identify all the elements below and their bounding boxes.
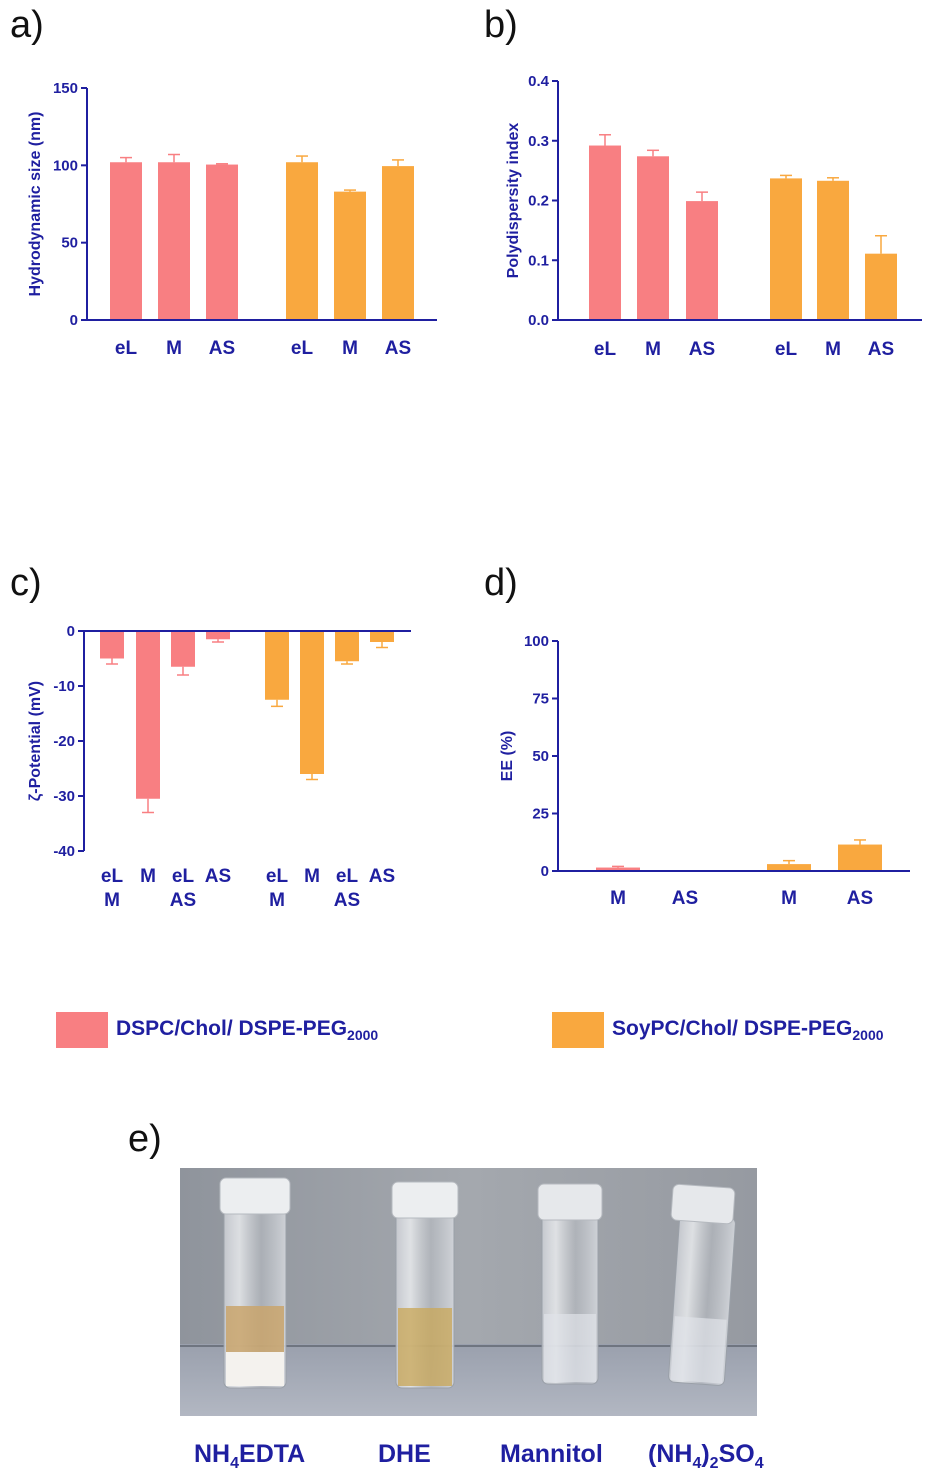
- category-label-d-3: AS: [847, 888, 873, 909]
- category-label-b-5: AS: [868, 339, 894, 360]
- category-label-a-4: M: [342, 338, 358, 359]
- bar-a-0: [110, 162, 142, 320]
- y-axis-title-c: ζ-Potential (mV): [27, 681, 44, 801]
- bar-c-6: [335, 631, 359, 662]
- bar-d-0: [596, 867, 640, 871]
- vials-photo-drawing: [180, 1168, 757, 1416]
- ytick-label-d-2: 50: [532, 748, 549, 765]
- category-label-d-1: AS: [672, 888, 698, 909]
- category-label-a-3: eL: [291, 338, 314, 359]
- panel-letter-e: e): [128, 1118, 162, 1160]
- bar-b-1: [637, 156, 669, 320]
- bar-c-1: [136, 631, 160, 799]
- y-axis-title-d: EE (%): [499, 731, 516, 782]
- category-label-c-0: eL: [101, 866, 124, 887]
- bar-c-4: [265, 631, 289, 700]
- legend-swatch-dspc: [56, 1012, 108, 1048]
- ytick-label-c-0: 0: [67, 623, 75, 640]
- bar-d-3: [838, 844, 882, 871]
- ytick-label-b-3: 0.3: [528, 133, 549, 150]
- bar-c-7: [370, 631, 394, 642]
- ytick-label-a-0: 0: [70, 312, 78, 329]
- y-axis-title-a: Hydrodynamic size (nm): [27, 112, 44, 297]
- ytick-label-b-2: 0.2: [528, 193, 549, 210]
- category-label-c-1: M: [140, 866, 156, 887]
- bar-b-5: [865, 253, 897, 320]
- bar-d-2: [767, 864, 811, 871]
- category-label-b-4: M: [825, 339, 841, 360]
- ytick-label-d-3: 75: [532, 691, 549, 708]
- ytick-label-a-3: 150: [53, 80, 78, 97]
- category-label-a-0: eL: [115, 338, 138, 359]
- vial-3: [537, 1183, 603, 1385]
- category-label-d-2: M: [781, 888, 797, 909]
- bar-c-2: [171, 631, 195, 667]
- vial-label-mannitol: Mannitol: [500, 1440, 603, 1468]
- bar-c-0: [100, 631, 124, 659]
- category-label-c-5: M: [304, 866, 320, 887]
- ytick-label-a-2: 100: [53, 157, 78, 174]
- ytick-label-d-0: 0: [541, 863, 549, 880]
- category-label-c-2-1: AS: [170, 890, 196, 911]
- panel-letter-d: d): [484, 562, 518, 604]
- vial-4: [668, 1183, 736, 1386]
- category-label-b-3: eL: [775, 339, 798, 360]
- y-axis-title-b: Polydispersity index: [505, 123, 522, 279]
- category-label-a-2: AS: [209, 338, 235, 359]
- panel-letter-c: c): [10, 562, 42, 604]
- category-label-c-6-1: AS: [334, 890, 360, 911]
- category-label-c-4-1: M: [269, 890, 285, 911]
- category-label-b-1: M: [645, 339, 661, 360]
- legend-label-dspc: DSPC/Chol/ DSPE-PEG2000: [116, 1016, 379, 1044]
- ytick-label-c-3: -30: [53, 788, 75, 805]
- vial-1: [219, 1177, 291, 1389]
- ytick-label-b-0: 0.0: [528, 312, 549, 329]
- bar-a-5: [382, 166, 414, 320]
- bar-a-1: [158, 162, 190, 320]
- vials-photo: [180, 1168, 757, 1416]
- vial-label-dhe: DHE: [378, 1440, 431, 1468]
- category-label-c-3: AS: [205, 866, 231, 887]
- category-label-a-5: AS: [385, 338, 411, 359]
- category-label-d-0: M: [610, 888, 626, 909]
- category-label-c-0-1: M: [104, 890, 120, 911]
- ytick-label-d-1: 25: [532, 806, 549, 823]
- vial-label-nh42so4: (NH4)2SO4: [648, 1440, 764, 1472]
- bar-c-3: [206, 631, 230, 640]
- ytick-label-c-4: -40: [53, 843, 75, 860]
- bar-b-0: [589, 145, 621, 320]
- legend-label-soypc: SoyPC/Chol/ DSPE-PEG2000: [612, 1016, 884, 1044]
- category-label-b-2: AS: [689, 339, 715, 360]
- legend-dspc: DSPC/Chol/ DSPE-PEG2000: [56, 1012, 378, 1048]
- legend-swatch-soypc: [552, 1012, 604, 1048]
- bar-b-4: [817, 180, 849, 320]
- bar-a-2: [206, 164, 238, 320]
- category-label-b-0: eL: [594, 339, 617, 360]
- category-label-c-2: eL: [172, 866, 195, 887]
- category-label-c-4: eL: [266, 866, 289, 887]
- bar-a-4: [334, 191, 366, 320]
- ytick-label-b-1: 0.1: [528, 252, 549, 269]
- ytick-label-c-2: -20: [53, 733, 75, 750]
- bar-a-3: [286, 162, 318, 320]
- ytick-label-b-4: 0.4: [528, 73, 550, 90]
- category-label-c-7: AS: [369, 866, 395, 887]
- ytick-label-d-4: 100: [524, 633, 549, 650]
- ytick-label-a-1: 50: [61, 235, 78, 252]
- vial-label-nh4edta: NH4EDTA: [194, 1440, 306, 1472]
- bar-b-3: [770, 178, 802, 320]
- panel-letter-a: a): [10, 4, 44, 46]
- panel-letter-b: b): [484, 4, 518, 46]
- legend-soypc: SoyPC/Chol/ DSPE-PEG2000: [552, 1012, 884, 1048]
- category-label-a-1: M: [166, 338, 182, 359]
- category-label-c-6: eL: [336, 866, 359, 887]
- ytick-label-c-1: -10: [53, 678, 75, 695]
- bar-b-2: [686, 201, 718, 320]
- bar-c-5: [300, 631, 324, 774]
- vial-2: [391, 1181, 459, 1389]
